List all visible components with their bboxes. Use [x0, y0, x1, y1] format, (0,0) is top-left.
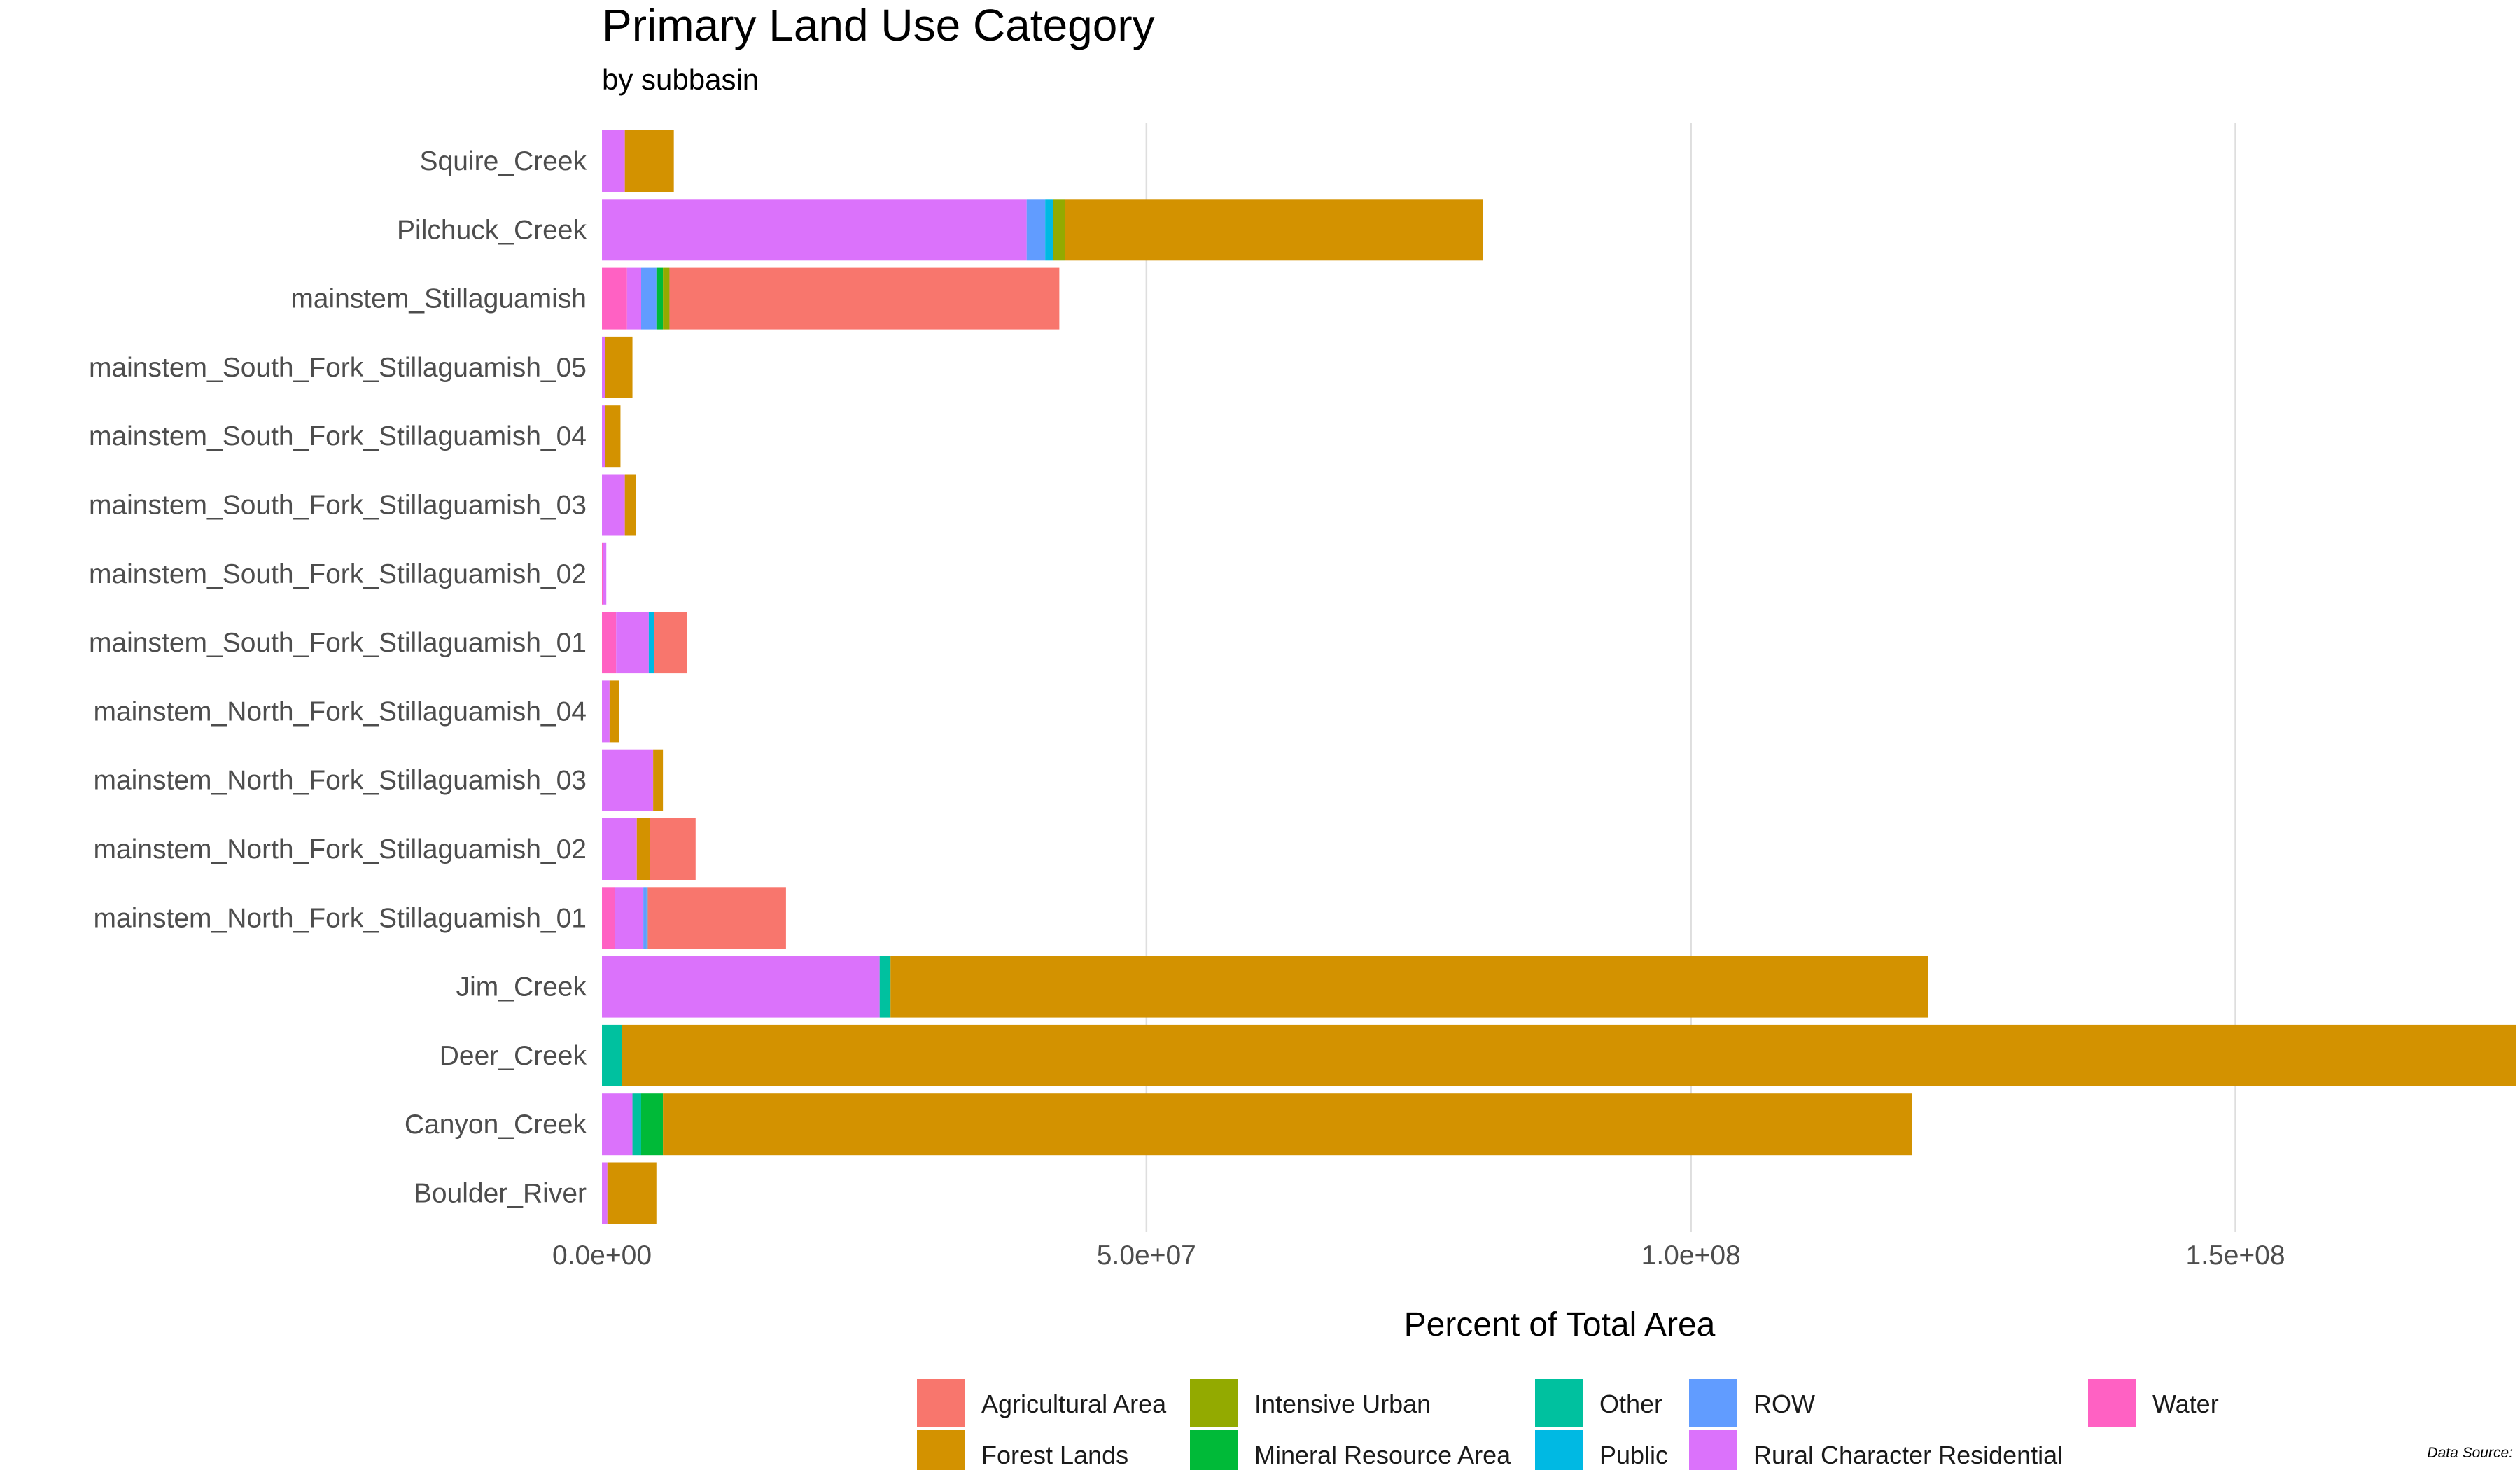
bar-Squire_Creek-rural-character-residential	[602, 130, 625, 192]
bar-mainstem_North_Fork_Stillaguamish_01-rural-character-residential	[615, 887, 644, 949]
caption: Data Source:	[2427, 1445, 2513, 1461]
legend-label-water: Water	[2152, 1390, 2219, 1418]
bar-mainstem_South_Fork_Stillaguamish_01-rural-character-residential	[616, 612, 649, 674]
y-label-13: Deer_Creek	[440, 1041, 587, 1071]
bar-mainstem_North_Fork_Stillaguamish_02-agricultural-area	[650, 818, 696, 880]
y-label-2: mainstem_Stillaguamish	[290, 284, 587, 314]
y-label-7: mainstem_South_Fork_Stillaguamish_01	[89, 628, 587, 658]
legend-label-agricultural-area: Agricultural Area	[981, 1390, 1167, 1418]
legend-key-agricultural-area	[917, 1379, 965, 1427]
x-axis-title: Percent of Total Area	[1404, 1306, 1716, 1343]
legend-label-public: Public	[1600, 1441, 1668, 1469]
x-axis-ticks: 0.0e+00 5.0e+07 1.0e+08 1.5e+08	[552, 1240, 2286, 1270]
y-label-8: mainstem_North_Fork_Stillaguamish_04	[94, 696, 587, 727]
y-axis-labels: Squire_Creek Pilchuck_Creek mainstem_Still…	[89, 146, 587, 1209]
bar-mainstem_Stillaguamish-water	[602, 267, 627, 330]
bar-Jim_Creek-forest-lands	[890, 955, 1928, 1018]
bar-mainstem_North_Fork_Stillaguamish_01-row	[643, 887, 647, 949]
y-label-3: mainstem_South_Fork_Stillaguamish_05	[89, 353, 587, 383]
bar-mainstem_South_Fork_Stillaguamish_03-forest-lands	[624, 474, 636, 536]
y-label-10: mainstem_North_Fork_Stillaguamish_02	[94, 834, 587, 864]
y-label-14: Canyon_Creek	[405, 1110, 587, 1140]
bar-mainstem_North_Fork_Stillaguamish_03-forest-lands	[653, 749, 664, 811]
bar-mainstem_North_Fork_Stillaguamish_04-rural-character-residential	[602, 680, 610, 743]
bar-Boulder_River-rural-character-residential	[602, 1162, 608, 1224]
x-tick-label-3: 1.5e+08	[2185, 1240, 2285, 1270]
bar-Pilchuck_Creek-public	[1045, 199, 1054, 261]
bar-Jim_Creek-other	[879, 955, 891, 1018]
bar-Deer_Creek-other	[602, 1024, 622, 1086]
y-label-1: Pilchuck_Creek	[397, 215, 587, 245]
bar-mainstem_South_Fork_Stillaguamish_04-rural-character-residential	[602, 405, 606, 468]
bar-mainstem_North_Fork_Stillaguamish_02-rural-character-residential	[602, 818, 637, 880]
bar-mainstem_North_Fork_Stillaguamish_03-rural-character-residential	[602, 749, 654, 811]
bars	[602, 130, 2516, 1224]
x-tick-label-2: 1.0e+08	[1642, 1240, 1741, 1270]
bar-mainstem_South_Fork_Stillaguamish_03-rural-character-residential	[602, 474, 625, 536]
legend-label-rural-character-residential: Rural Character Residential	[1754, 1441, 2063, 1469]
bar-Jim_Creek-rural-character-residential	[602, 955, 880, 1018]
bar-Boulder_River-forest-lands	[607, 1162, 657, 1224]
bar-Pilchuck_Creek-row	[1026, 199, 1046, 261]
legend-key-mineral-resource-area	[1190, 1430, 1238, 1470]
bar-mainstem_South_Fork_Stillaguamish_01-water	[602, 612, 617, 674]
bar-mainstem_Stillaguamish-row	[641, 267, 657, 330]
bar-mainstem_North_Fork_Stillaguamish_01-public	[646, 887, 648, 949]
legend: Agricultural Area Forest Lands Intensive U…	[917, 1379, 2219, 1470]
bar-mainstem_North_Fork_Stillaguamish_01-agricultural-area	[648, 887, 786, 949]
legend-label-intensive-urban: Intensive Urban	[1254, 1390, 1431, 1418]
legend-label-mineral-resource-area: Mineral Resource Area	[1254, 1441, 1511, 1469]
legend-label-row: ROW	[1754, 1390, 1815, 1418]
bar-mainstem_North_Fork_Stillaguamish_02-forest-lands	[636, 818, 650, 880]
bar-mainstem_North_Fork_Stillaguamish_01-water	[602, 887, 615, 949]
chart-subtitle: by subbasin	[602, 63, 759, 96]
bar-mainstem_South_Fork_Stillaguamish_04-forest-lands	[605, 405, 621, 468]
y-label-12: Jim_Creek	[456, 972, 587, 1002]
x-tick-label-0: 0.0e+00	[552, 1240, 652, 1270]
chart-title: Primary Land Use Category	[602, 0, 1155, 50]
legend-key-water	[2088, 1379, 2136, 1427]
bar-mainstem_Stillaguamish-mineral-resource-area	[656, 267, 664, 330]
y-label-15: Boulder_River	[414, 1179, 587, 1209]
bar-mainstem_South_Fork_Stillaguamish_01-agricultural-area	[654, 612, 687, 674]
bar-Canyon_Creek-other	[632, 1093, 642, 1156]
y-label-4: mainstem_South_Fork_Stillaguamish_04	[89, 421, 587, 451]
y-label-9: mainstem_North_Fork_Stillaguamish_03	[94, 766, 587, 796]
bar-mainstem_South_Fork_Stillaguamish_02-rural-character-residential	[603, 542, 607, 605]
bar-mainstem_Stillaguamish-agricultural-area	[669, 267, 1060, 330]
bar-Canyon_Creek-rural-character-residential	[602, 1093, 633, 1156]
bar-Canyon_Creek-mineral-resource-area	[641, 1093, 664, 1156]
legend-label-other: Other	[1600, 1390, 1662, 1418]
bar-mainstem_Stillaguamish-rural-character-residential	[626, 267, 642, 330]
legend-key-row	[1689, 1379, 1737, 1427]
y-label-0: Squire_Creek	[420, 146, 587, 176]
bar-mainstem_South_Fork_Stillaguamish_05-rural-character-residential	[602, 336, 606, 398]
bar-mainstem_South_Fork_Stillaguamish_01-public	[648, 612, 654, 674]
legend-key-public	[1535, 1430, 1583, 1470]
bar-mainstem_South_Fork_Stillaguamish_02-water	[602, 542, 603, 605]
bar-Pilchuck_Creek-rural-character-residential	[602, 199, 1027, 261]
x-tick-label-1: 5.0e+07	[1097, 1240, 1196, 1270]
legend-key-other	[1535, 1379, 1583, 1427]
bar-Pilchuck_Creek-forest-lands	[1065, 199, 1483, 261]
bar-Deer_Creek-forest-lands	[622, 1024, 2516, 1086]
y-label-11: mainstem_North_Fork_Stillaguamish_01	[94, 903, 587, 933]
bar-Squire_Creek-forest-lands	[624, 130, 674, 192]
legend-key-intensive-urban	[1190, 1379, 1238, 1427]
bar-mainstem_Stillaguamish-intensive-urban	[663, 267, 670, 330]
bar-Canyon_Creek-forest-lands	[663, 1093, 1912, 1156]
bar-mainstem_South_Fork_Stillaguamish_05-forest-lands	[605, 336, 633, 398]
bar-Pilchuck_Creek-intensive-urban	[1053, 199, 1065, 261]
y-label-5: mainstem_South_Fork_Stillaguamish_03	[89, 491, 587, 521]
legend-label-forest-lands: Forest Lands	[981, 1441, 1128, 1469]
y-label-6: mainstem_South_Fork_Stillaguamish_02	[89, 559, 587, 589]
bar-mainstem_North_Fork_Stillaguamish_04-forest-lands	[609, 680, 620, 743]
legend-key-rural-character-residential	[1689, 1430, 1737, 1470]
legend-key-forest-lands	[917, 1430, 965, 1470]
